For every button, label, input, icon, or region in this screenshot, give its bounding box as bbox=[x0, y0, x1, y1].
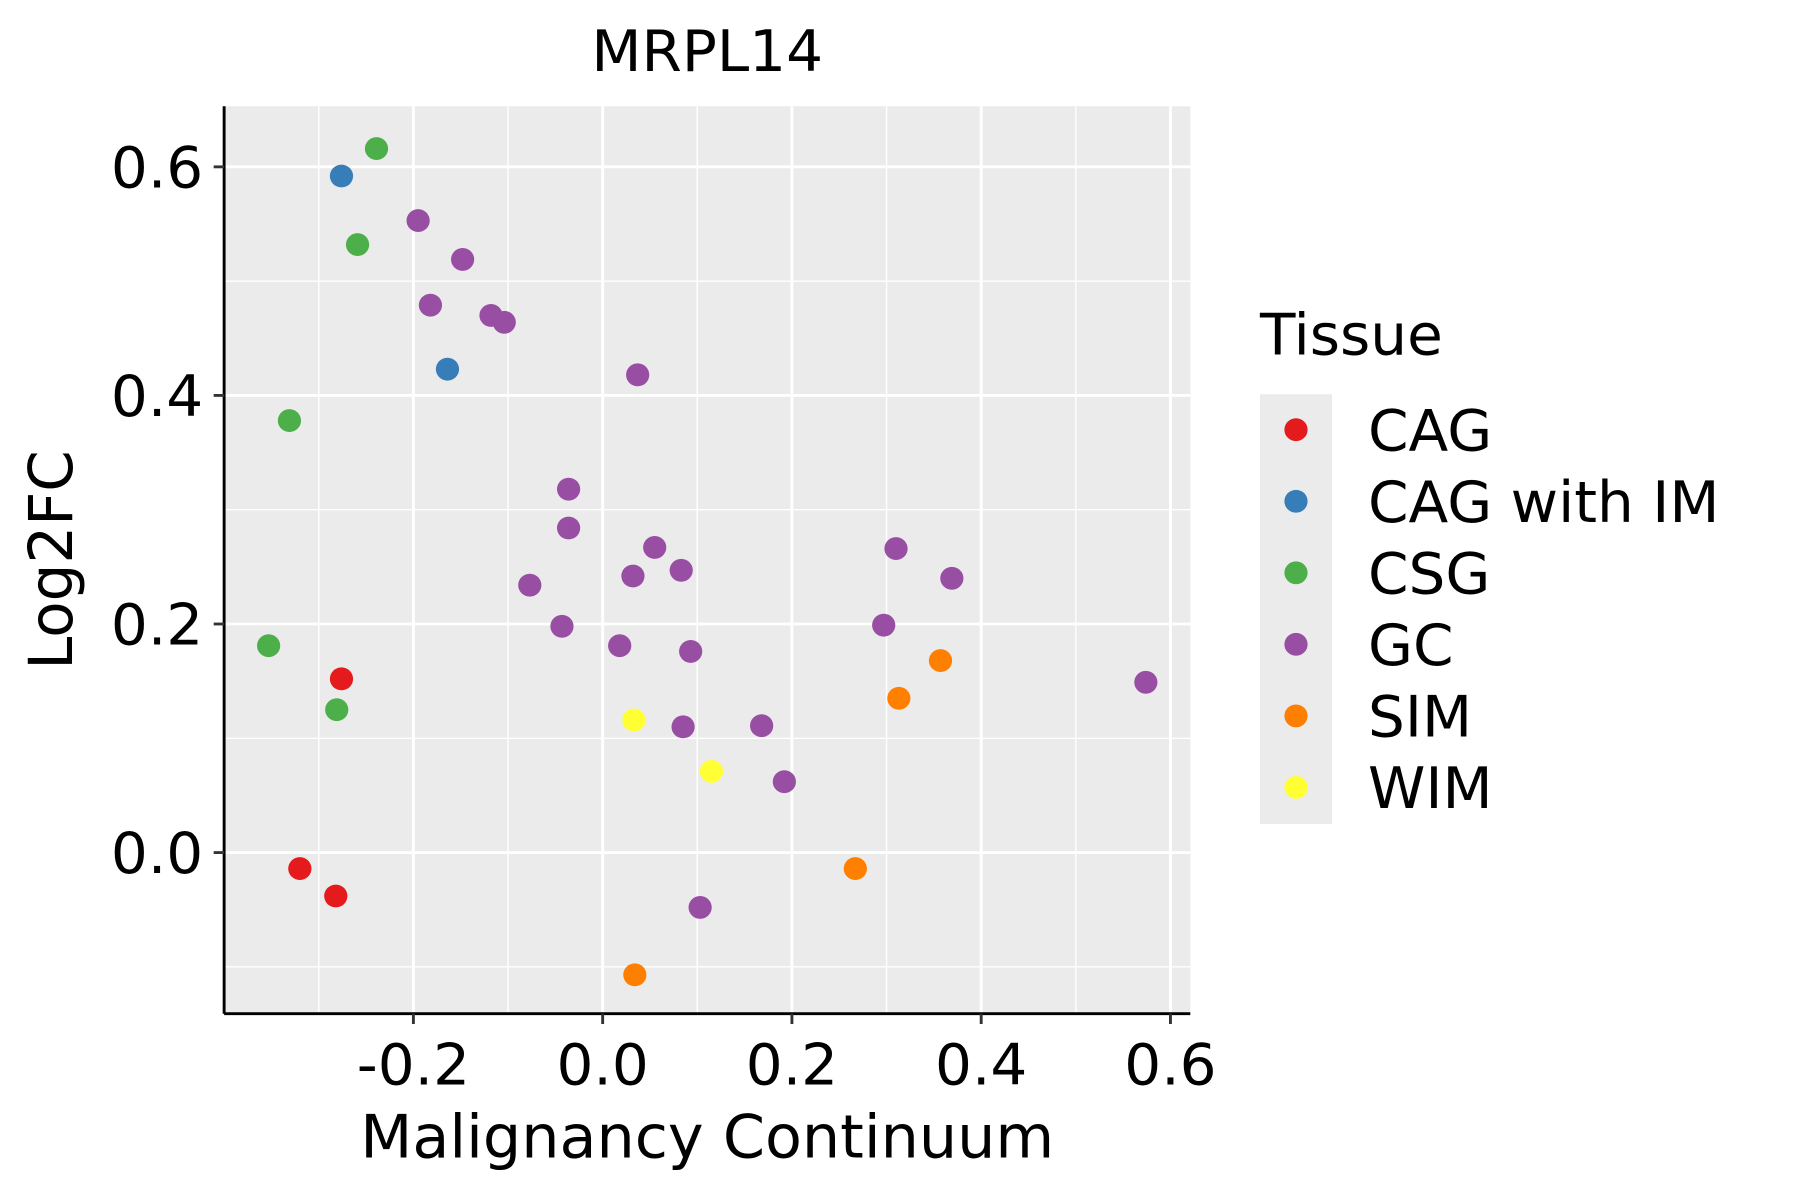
data-point-wim bbox=[622, 708, 646, 732]
data-point-gc bbox=[643, 536, 667, 559]
y-tick-label: 0.4 bbox=[111, 363, 203, 429]
grid bbox=[224, 106, 1191, 1014]
x-tick-label: 0.6 bbox=[1124, 1032, 1216, 1098]
data-point-cag-with-im bbox=[435, 357, 460, 381]
legend-label: SIM bbox=[1368, 684, 1472, 750]
legend-key bbox=[1284, 561, 1308, 585]
data-point-sim bbox=[623, 963, 647, 987]
data-point-cag bbox=[329, 667, 354, 691]
data-point-gc bbox=[671, 715, 695, 739]
data-point-csg bbox=[364, 137, 389, 160]
data-point-gc bbox=[406, 209, 430, 232]
x-tick-label: 0.4 bbox=[935, 1032, 1027, 1098]
panel-background bbox=[224, 106, 1191, 1014]
y-tick-label: 0.0 bbox=[111, 821, 203, 887]
ticks: -0.2 0.0 0.2 0.4 0.6 0.0 0.2 0.4 0.6 bbox=[111, 135, 1217, 1099]
data-point-cag bbox=[288, 857, 312, 880]
data-point-gc bbox=[450, 248, 475, 271]
x-axis-label: Malignancy Continuum bbox=[360, 1103, 1054, 1172]
data-point-sim bbox=[843, 857, 867, 880]
x-tick-label: 0.2 bbox=[746, 1032, 838, 1098]
data-point-gc bbox=[750, 714, 774, 738]
legend-title: Tissue bbox=[1259, 302, 1443, 368]
data-point-gc bbox=[418, 293, 443, 317]
data-point-gc bbox=[772, 770, 796, 794]
legend-key bbox=[1284, 489, 1308, 513]
data-point-wim bbox=[699, 760, 724, 783]
legend-key-background bbox=[1260, 394, 1332, 824]
data-point-gc bbox=[1134, 670, 1158, 694]
data-point-sim bbox=[887, 686, 911, 710]
data-point-gc bbox=[608, 634, 632, 658]
data-point-gc bbox=[626, 363, 650, 387]
data-point-cag bbox=[324, 884, 348, 908]
data-point-csg bbox=[277, 409, 302, 432]
data-point-sim bbox=[928, 649, 953, 672]
chart-title: MRPL14 bbox=[591, 18, 823, 84]
legend-key bbox=[1284, 632, 1308, 656]
data-point-csg bbox=[256, 634, 281, 658]
points bbox=[256, 137, 1158, 987]
data-point-gc bbox=[518, 573, 542, 597]
data-point-gc bbox=[884, 537, 908, 560]
data-point-gc bbox=[872, 613, 896, 637]
data-point-csg bbox=[345, 233, 370, 256]
data-point-gc bbox=[679, 640, 703, 663]
data-point-cag-with-im bbox=[329, 164, 354, 188]
legend-label: WIM bbox=[1368, 755, 1493, 821]
y-axis-label: Log2FC bbox=[17, 450, 88, 670]
x-tick-label: 0.0 bbox=[556, 1032, 648, 1098]
data-point-gc bbox=[556, 516, 581, 540]
data-point-gc bbox=[621, 564, 645, 588]
data-point-gc bbox=[556, 477, 581, 501]
legend-key bbox=[1284, 704, 1308, 728]
data-point-gc bbox=[492, 310, 516, 334]
legend-label: GC bbox=[1368, 612, 1454, 678]
data-point-gc bbox=[669, 558, 693, 582]
data-point-gc bbox=[550, 614, 574, 638]
legend-key bbox=[1284, 776, 1308, 799]
data-point-gc bbox=[940, 566, 964, 590]
data-point-csg bbox=[325, 698, 349, 722]
legend-label: CAG with IM bbox=[1368, 469, 1719, 535]
legend-key bbox=[1284, 418, 1308, 442]
legend-label: CAG bbox=[1368, 398, 1492, 464]
x-tick-label: -0.2 bbox=[357, 1032, 470, 1098]
data-point-gc bbox=[688, 896, 712, 919]
y-tick-label: 0.6 bbox=[111, 135, 203, 201]
legend-label: CSG bbox=[1368, 541, 1490, 607]
y-tick-label: 0.2 bbox=[111, 592, 203, 658]
